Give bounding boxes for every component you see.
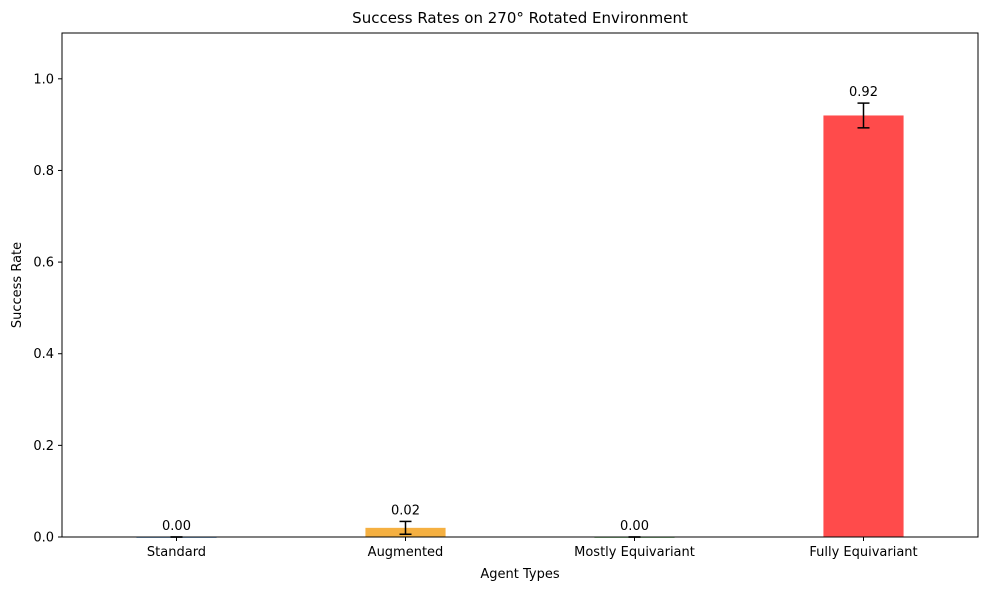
data-label-1: 0.02 <box>391 503 420 518</box>
y-tick-label-2: 0.4 <box>33 347 54 362</box>
x-tick-label-0: Standard <box>147 545 206 560</box>
bar-3 <box>823 115 904 538</box>
x-tick-label-1: Augmented <box>368 545 444 560</box>
data-label-0: 0.00 <box>162 519 191 534</box>
x-tick-label-2: Mostly Equivariant <box>574 545 695 560</box>
axes-frame <box>61 32 979 538</box>
plot-area: 0.00 0.02 0.00 0.92 0.0 0.2 0.4 0.6 0.8 1.0 Standa… <box>33 32 979 560</box>
y-axis-label: Success Rate <box>10 242 25 328</box>
x-axis-label: Agent Types <box>480 567 559 582</box>
y-tick-label-4: 0.8 <box>33 164 54 179</box>
data-label-3: 0.92 <box>849 85 878 100</box>
x-tick-label-3: Fully Equivariant <box>809 545 917 560</box>
y-tick-label-5: 1.0 <box>33 72 54 87</box>
chart-title: Success Rates on 270° Rotated Environmen… <box>352 9 688 27</box>
y-tick-label-3: 0.6 <box>33 256 54 271</box>
data-label-2: 0.00 <box>620 519 649 534</box>
y-tick-label-0: 0.0 <box>33 531 54 546</box>
y-tick-label-1: 0.2 <box>33 439 54 454</box>
